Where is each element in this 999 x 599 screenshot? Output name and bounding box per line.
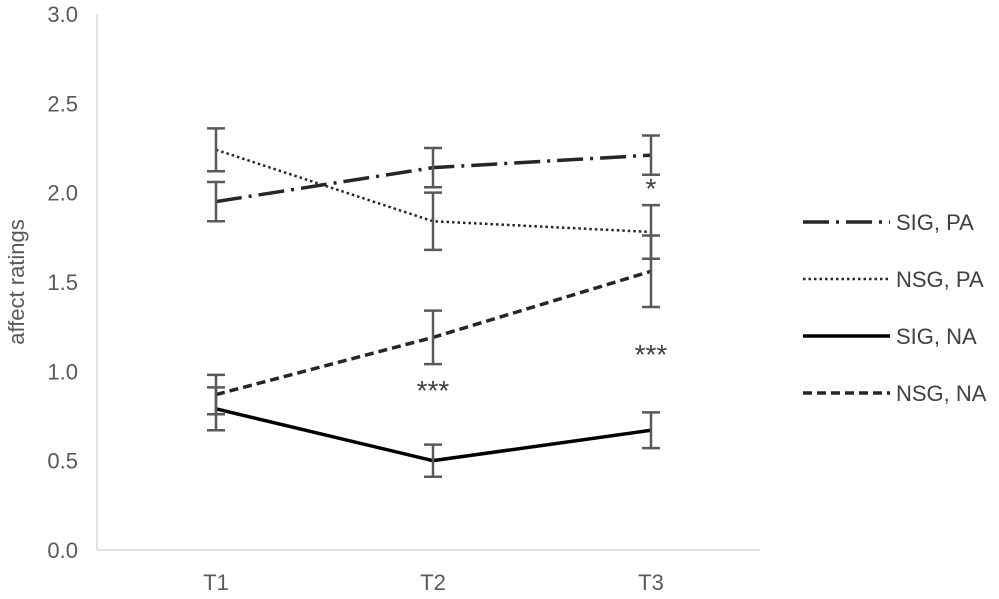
legend-label: SIG, NA	[896, 324, 977, 349]
y-axis: 0.0 0.5 1.0 1.5 2.0 2.5 3.0	[47, 2, 98, 563]
error-bars	[207, 127, 660, 478]
legend-label: NSG, PA	[896, 267, 984, 292]
significance-marker: ***	[417, 375, 450, 406]
significance-annotations: *******	[417, 173, 668, 406]
y-tick-label: 2.0	[47, 181, 78, 206]
x-tick-label: T2	[420, 570, 446, 595]
y-tick-label: 1.0	[47, 359, 78, 384]
legend: SIG, PA NSG, PA SIG, NA NSG, NA	[803, 210, 987, 406]
x-tick-label: T1	[203, 570, 229, 595]
legend-label: SIG, PA	[896, 210, 974, 235]
significance-marker: *	[646, 173, 657, 204]
significance-marker: ***	[635, 339, 668, 370]
legend-label: NSG, NA	[896, 381, 987, 406]
x-tick-label: T3	[638, 570, 664, 595]
y-tick-label: 3.0	[47, 2, 78, 27]
y-tick-label: 0.0	[47, 538, 78, 563]
y-tick-label: 1.5	[47, 270, 78, 295]
y-tick-label: 0.5	[47, 449, 78, 474]
y-axis-label: affect ratings	[4, 219, 29, 345]
y-tick-label: 2.5	[47, 91, 78, 116]
x-axis: T1 T2 T3	[97, 549, 760, 595]
